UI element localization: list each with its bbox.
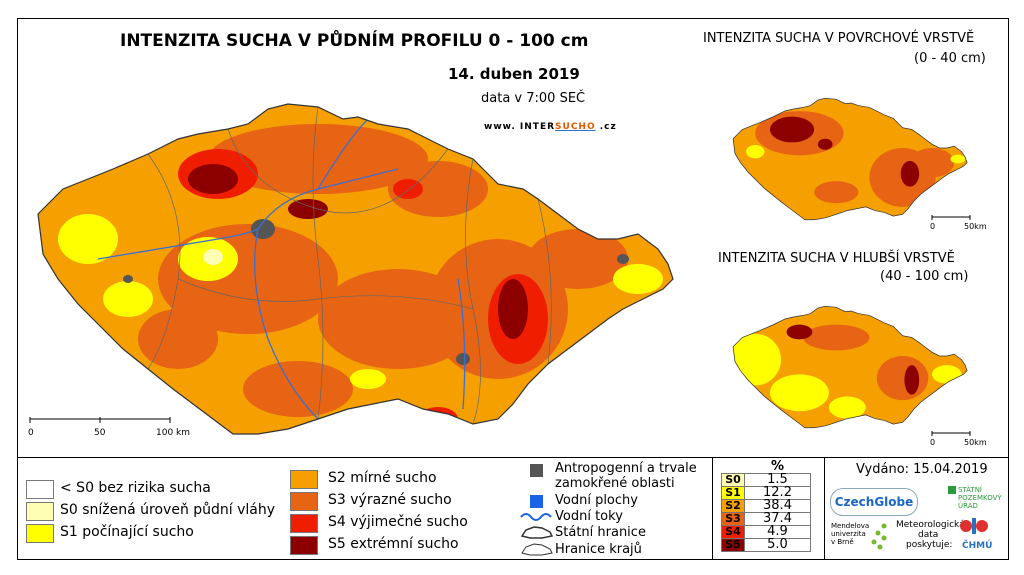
surface-scale-bar: 0 50km bbox=[930, 215, 987, 231]
region-border-icon bbox=[521, 543, 553, 556]
surface-drought-map bbox=[732, 97, 968, 221]
state-border-icon bbox=[520, 526, 554, 539]
swatch-s3 bbox=[290, 492, 318, 511]
legend-s1: S1 počínající sucho bbox=[60, 524, 194, 540]
percent-row-s4: S4 4.9 bbox=[721, 525, 811, 539]
website-logo[interactable]: www. INTERSUCHO .cz bbox=[484, 122, 617, 132]
legend-anthropogenic-2: zamokřené oblasti bbox=[555, 476, 675, 491]
mendelu-logo-3: v Brně bbox=[831, 538, 854, 546]
deep-map-title: INTENZITA SUCHA V HLUBŠÍ VRSTVĚ bbox=[718, 251, 955, 266]
mendelu-dots-icon bbox=[871, 523, 887, 550]
spu-logo-mark bbox=[948, 486, 956, 494]
water-body-swatch bbox=[530, 495, 543, 508]
swatch-s2 bbox=[290, 470, 318, 489]
legend-s0: S0 snížená úroveň půdní vláhy bbox=[60, 502, 276, 518]
map-date: 14. duben 2019 bbox=[448, 65, 580, 83]
main-scale-bar: 0 50 100 km bbox=[28, 417, 190, 438]
czechglobe-logo: CzechGlobe bbox=[830, 488, 918, 516]
percent-row-s5: S5 5.0 bbox=[721, 538, 811, 552]
surface-map-subtitle: (0 - 40 cm) bbox=[914, 51, 986, 66]
mendelu-logo-1: Mendelova bbox=[831, 522, 870, 530]
percent-row-s2: S2 38.4 bbox=[721, 499, 811, 513]
river-icon bbox=[520, 513, 552, 521]
percent-row-s3: S3 37.4 bbox=[721, 512, 811, 526]
legend: < S0 bez rizika sucha S0 snížená úroveň … bbox=[18, 457, 1008, 560]
surface-scale-50: 50km bbox=[964, 222, 987, 231]
data-time: data v 7:00 SEČ bbox=[481, 91, 586, 106]
swatch-s1 bbox=[26, 524, 54, 543]
legend-region-border: Hranice krajů bbox=[555, 542, 642, 557]
legend-water-bodies: Vodní plochy bbox=[555, 493, 638, 508]
meteo-text-3: poskytuje: bbox=[906, 540, 953, 550]
map-title: INTENZITA SUCHA V PŮDNÍM PROFILU 0 - 100… bbox=[120, 31, 589, 51]
deep-drought-map bbox=[732, 305, 968, 429]
deep-scale-50: 50km bbox=[964, 438, 987, 447]
scale-label-50: 50 bbox=[94, 428, 106, 438]
legend-s4: S4 výjimečné sucho bbox=[328, 514, 468, 530]
issued-date: Vydáno: 15.04.2019 bbox=[856, 462, 988, 477]
scale-label-0: 0 bbox=[28, 428, 34, 438]
legend-below-s0: < S0 bez rizika sucha bbox=[60, 480, 211, 496]
legend-state-border: Státní hranice bbox=[555, 525, 646, 540]
legend-anthropogenic: Antropogenní a trvale bbox=[555, 461, 697, 476]
surface-scale-0: 0 bbox=[930, 222, 935, 231]
percent-table: % S0 1.5 S1 12.2 S2 38.4 S3 37.4 S4 4.9 S5 5.0 bbox=[721, 459, 811, 552]
swatch-below-s0 bbox=[26, 480, 54, 499]
spu-logo-2: POZEMKOVÝ bbox=[958, 494, 1002, 502]
percent-header: % bbox=[770, 459, 785, 474]
scale-label-100: 100 km bbox=[156, 428, 190, 438]
meteo-text-2: data bbox=[918, 530, 939, 540]
main-drought-map bbox=[37, 103, 674, 435]
spu-logo-3: ÚŘAD bbox=[958, 502, 978, 510]
swatch-s0 bbox=[26, 502, 54, 521]
legend-rivers: Vodní toky bbox=[555, 509, 623, 524]
surface-map-title: INTENZITA SUCHA V POVRCHOVÉ VRSTVĚ bbox=[703, 31, 975, 46]
mendelu-logo-2: univerzita bbox=[831, 530, 866, 538]
legend-s3: S3 výrazné sucho bbox=[328, 492, 452, 508]
deep-scale-0: 0 bbox=[930, 438, 935, 447]
legend-s5: S5 extrémní sucho bbox=[328, 536, 459, 552]
deep-scale-bar: 0 50km bbox=[930, 431, 987, 447]
legend-s2: S2 mírné sucho bbox=[328, 470, 437, 486]
anthropogenic-swatch bbox=[530, 464, 543, 477]
map-sheet: INTENZITA SUCHA V PŮDNÍM PROFILU 0 - 100… bbox=[17, 18, 1009, 560]
chmu-logo-icon bbox=[960, 518, 988, 534]
spu-logo-1: STÁTNÍ bbox=[958, 486, 982, 494]
chmu-logo: ČHMÚ bbox=[962, 541, 993, 551]
swatch-s5 bbox=[290, 536, 318, 555]
meteo-text-1: Meteorologická bbox=[896, 520, 965, 530]
swatch-s4 bbox=[290, 514, 318, 533]
deep-map-subtitle: (40 - 100 cm) bbox=[880, 269, 969, 284]
